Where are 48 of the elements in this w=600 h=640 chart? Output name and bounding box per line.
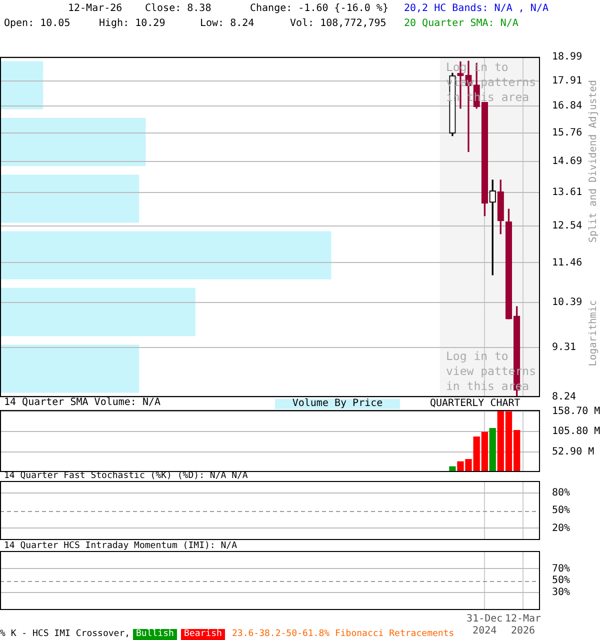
text: QUARTERLY CHART [430,398,520,409]
y-tick-label: 9.31 [552,342,576,353]
text: Vol: 108,772,795 [290,18,386,29]
text: 12-Mar-26 [68,3,122,14]
bar [0,344,140,393]
bar [0,61,44,110]
text: 20,2 HC Bands: N/A , N/A [404,3,548,14]
y-tick-label: 11.46 [552,257,582,268]
y-tick-label: 17.91 [552,75,582,86]
text: Logarithmic [588,300,599,366]
x-tick-label: 12-Mar 2026 [504,614,542,637]
y-tick-label: 8.24 [552,392,576,403]
chart-title: 14 Quarter SMA Volume: N/A [4,397,161,408]
text: 23.6-38.2-50-61.8% Fibonacci Retracements [232,629,454,640]
y-tick-label: 18.99 [552,52,582,63]
bar [0,118,146,166]
text: Volume By Price [275,398,400,409]
text: Open: 10.05 [4,18,70,29]
chart-title: 14 Quarter HCS Intraday Momentum (IMI): N/A [4,541,237,551]
y-tick-label: 20% [552,522,570,534]
y-tick-label: 14.69 [552,156,582,168]
y-tick-label: 15.76 [552,128,582,139]
y-tick-label: 30% [552,586,570,598]
text: Bearish [181,629,225,640]
y-tick-label: 13.61 [552,187,582,198]
text: Change: -1.60 {-16.0 %} [250,3,388,14]
text: 20 Quarter SMA: N/A [404,18,518,29]
y-tick-label: 105.80 M [552,426,600,438]
y-tick-label: 158.70 M [552,406,600,417]
y-tick-label: 16.84 [552,100,582,112]
bar [0,174,140,223]
y-tick-label: 70% [552,563,570,574]
y-tick-label: 10.39 [552,297,582,308]
y-tick-label: 50% [552,575,570,586]
bar [0,231,332,280]
bar [489,428,496,472]
y-tick-label: 50% [552,505,570,516]
text: Split and Dividend Adjusted [588,80,599,243]
y-tick-label: 80% [552,487,570,498]
text: % K - HCS IMI Crossover, [0,629,130,640]
text: High: 10.29 [99,18,166,29]
text: Bullish [133,629,177,640]
text: Low: 8.24 [200,18,254,29]
y-tick-label: 52.90 M [552,446,594,458]
y-tick-label: 12.54 [552,220,582,232]
text: Close: 8.38 [145,3,212,14]
bar [0,288,196,336]
x-tick-label: 31-Dec 2024 [466,614,503,637]
